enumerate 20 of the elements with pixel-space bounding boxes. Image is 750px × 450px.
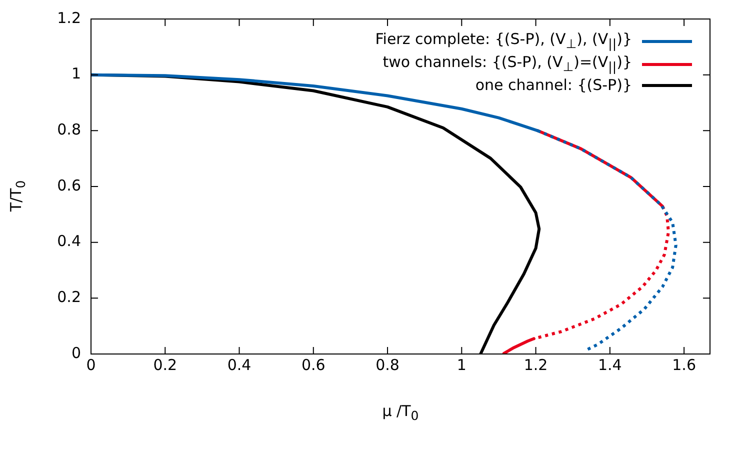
x-tick-label: 0.4 [227, 356, 252, 374]
legend-label: two channels: {(S-P), (V$_{⊥}$)=(V$_{||}$)} [382, 53, 632, 76]
y-tick-label: 0.8 [57, 120, 81, 139]
y-tick-label: 1.2 [57, 8, 81, 27]
x-tick-label: 1.2 [524, 356, 548, 374]
x-tick-label: 1.4 [598, 356, 622, 374]
y-tick-label: 0.4 [57, 232, 81, 250]
x-tick-label: 0 [86, 356, 96, 374]
y-tick-label: 1 [71, 64, 81, 83]
x-tick-label: 0.8 [376, 356, 400, 374]
y-tick-label: 0.2 [57, 288, 81, 306]
legend-label: one channel: {(S-P)} [475, 76, 632, 95]
y-tick-label: 0.6 [57, 176, 81, 194]
x-axis-title: μ /T$_{0}$ [381, 402, 420, 423]
x-tick-label: 1.6 [672, 356, 696, 374]
x-tick-label: 0.2 [153, 356, 178, 374]
x-tick-label: 0.6 [301, 356, 326, 374]
x-tick-label: 1 [456, 356, 466, 374]
y-tick-label: 0 [71, 344, 81, 362]
legend-label: Fierz complete: {(S-P), (V$_{⊥}$), (V$_{||}$)} [375, 30, 632, 53]
